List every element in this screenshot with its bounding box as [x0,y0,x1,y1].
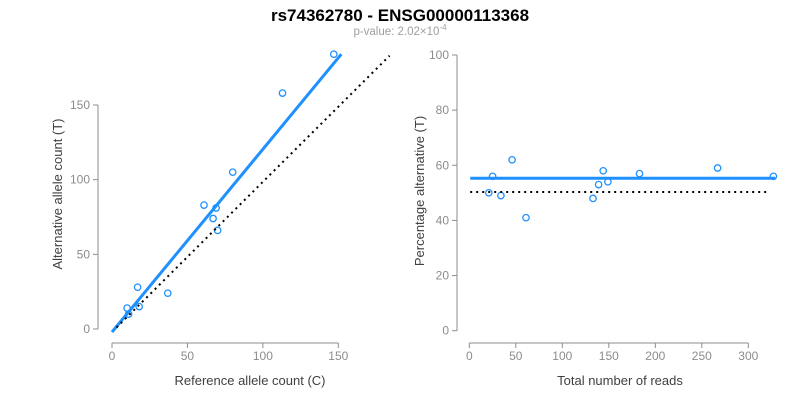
x-tick-label: 150 [599,349,619,363]
data-point [200,201,208,209]
data-point [329,50,338,59]
data-point [278,89,287,97]
subtitle-pvalue-exponent: -4 [439,23,447,33]
subtitle-pvalue-text: p-value: 2.02×10 [353,26,440,38]
y-tick-label: 50 [77,247,91,261]
x-tick-label: 100 [552,349,572,363]
x-tick-label: 0 [109,349,116,363]
y-tick-label: 0 [83,322,90,336]
data-point [228,168,237,177]
y-tick-label: 60 [436,158,450,172]
y-tick-label: 40 [436,213,450,227]
x-tick-label: 250 [692,349,712,363]
data-point [135,302,144,311]
x-axis-title: Total number of reads [557,373,683,388]
data-point [713,164,722,172]
page-title: rs74362780 - ENSG00000113368 [270,6,530,25]
x-tick-label: 300 [738,349,758,363]
x-tick-label: 50 [181,349,195,363]
x-tick-label: 200 [645,349,665,363]
chart-subtitle: p-value: 2.02×10-4 [0,23,800,38]
x-tick-label: 0 [466,349,473,363]
identity-line [115,54,391,329]
y-tick-label: 20 [436,269,450,283]
data-point [508,155,516,164]
plot-panel-2: 0 20 40 60 80 100 0 50 100 150 200 250 300 Total numb… [412,48,778,388]
data-point [213,226,222,235]
data-point [163,289,172,298]
data-point [484,188,493,197]
data-point [635,169,644,178]
x-tick-label: 100 [253,349,273,363]
x-tick-label: 150 [328,349,348,363]
data-point [133,283,142,292]
data-point [589,194,597,203]
x-axis-title: Reference allele count (C) [174,373,325,388]
x-tick-label: 50 [509,349,523,363]
data-point [599,166,608,175]
y-tick-label: 150 [70,98,90,112]
data-point [522,213,530,222]
y-axis-title: Alternative allele count (T) [50,118,65,269]
y-axis-title: Percentage alternative (T) [412,116,427,266]
y-tick-label: 0 [442,324,449,338]
y-tick-label: 100 [70,173,90,187]
fit-line [110,53,343,333]
y-tick-label: 100 [429,48,449,62]
data-point [497,191,505,200]
data-point [209,214,217,223]
y-tick-label: 80 [436,103,450,117]
data-point [594,180,603,189]
